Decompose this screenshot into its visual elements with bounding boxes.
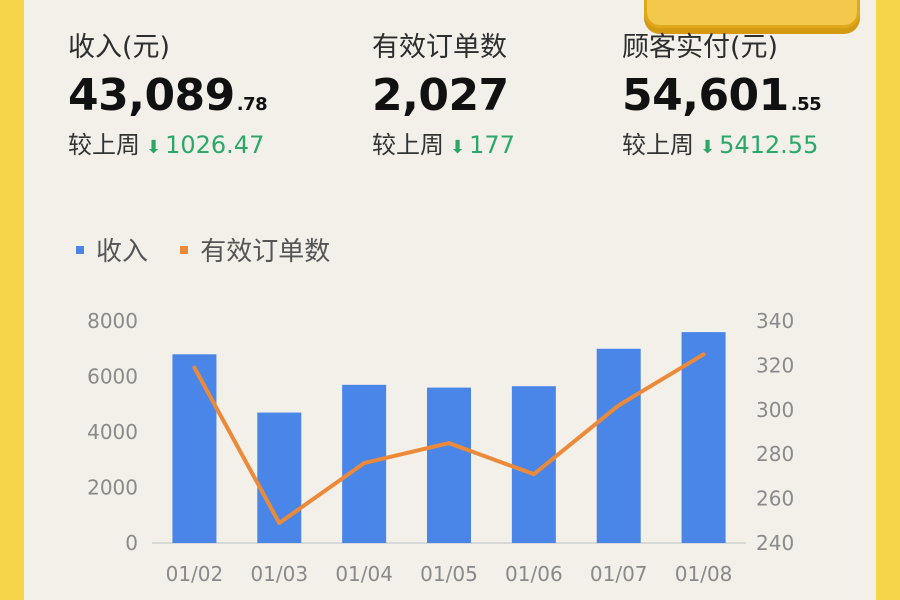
point-orders bbox=[277, 521, 281, 525]
stat-value: 43,089.78 bbox=[68, 70, 268, 121]
stat-compare: 较上周 ⬇ 177 bbox=[372, 131, 515, 159]
y-right-tick-label: 340 bbox=[756, 309, 794, 333]
stat-orders: 有效订单数 2,027 较上周 ⬇ 177 bbox=[372, 28, 515, 164]
y-right-tick-label: 240 bbox=[756, 531, 794, 555]
stat-revenue: 收入(元) 43,089.78 较上周 ⬇ 1026.47 bbox=[68, 28, 268, 164]
chart-legend: 收入 有效订单数 bbox=[76, 232, 354, 272]
combo-chart: 0 2000 4000 6000 8000 240 260 280 300 320 340 01/02… bbox=[87, 309, 794, 586]
stat-value: 54,601.55 bbox=[622, 70, 822, 121]
bar-revenue bbox=[511, 386, 556, 543]
bar-revenue bbox=[596, 348, 641, 543]
y-left-tick-label: 2000 bbox=[87, 476, 138, 500]
y-left-tick-label: 8000 bbox=[87, 309, 138, 333]
x-tick-label: 01/06 bbox=[505, 562, 563, 586]
bar-revenue bbox=[681, 332, 726, 543]
down-arrow-icon: ⬇ bbox=[700, 137, 716, 158]
bar-revenue bbox=[427, 387, 471, 543]
decorative-banner bbox=[644, 0, 860, 28]
stat-compare: 较上周 ⬇ 5412.55 bbox=[622, 131, 819, 159]
point-orders bbox=[702, 352, 706, 356]
point-orders bbox=[532, 472, 536, 476]
down-arrow-icon: ⬇ bbox=[146, 137, 162, 158]
y-left-tick-label: 6000 bbox=[87, 365, 138, 389]
y-right-tick-label: 280 bbox=[756, 442, 794, 466]
x-tick-label: 01/03 bbox=[250, 562, 308, 586]
y-left-tick-label: 4000 bbox=[87, 420, 138, 444]
y-right-tick-label: 260 bbox=[756, 487, 794, 511]
point-orders bbox=[617, 403, 621, 407]
x-tick-label: 01/02 bbox=[166, 562, 224, 586]
x-tick-label: 01/04 bbox=[335, 562, 393, 586]
y-right-tick-label: 300 bbox=[756, 398, 794, 422]
legend-swatch bbox=[76, 245, 84, 254]
legend-item-revenue[interactable]: 收入 bbox=[76, 232, 148, 272]
point-orders bbox=[447, 441, 451, 445]
stat-label: 收入(元) bbox=[68, 32, 171, 63]
x-tick-label: 01/05 bbox=[420, 562, 478, 586]
y-left-tick-label: 0 bbox=[125, 531, 138, 555]
x-tick-label: 01/08 bbox=[675, 562, 733, 586]
stat-label: 有效订单数 bbox=[372, 32, 507, 63]
down-arrow-icon: ⬇ bbox=[450, 137, 466, 158]
legend-swatch bbox=[180, 245, 189, 254]
stat-value: 2,027 bbox=[372, 70, 509, 121]
x-tick-label: 01/07 bbox=[590, 562, 648, 586]
point-orders bbox=[192, 366, 196, 370]
stat-compare: 较上周 ⬇ 1026.47 bbox=[68, 131, 265, 159]
legend-item-orders[interactable]: 有效订单数 bbox=[180, 232, 330, 272]
point-orders bbox=[362, 461, 366, 465]
stat-customer-paid: 顾客实付(元) 54,601.55 较上周 ⬇ 5412.55 bbox=[622, 28, 822, 164]
dashboard-card: 收入(元) 43,089.78 较上周 ⬇ 1026.47 有效订单数 2,027 … bbox=[24, 0, 876, 600]
stat-label: 顾客实付(元) bbox=[622, 32, 779, 63]
y-right-tick-label: 320 bbox=[756, 353, 794, 377]
bar-revenue bbox=[172, 354, 217, 543]
